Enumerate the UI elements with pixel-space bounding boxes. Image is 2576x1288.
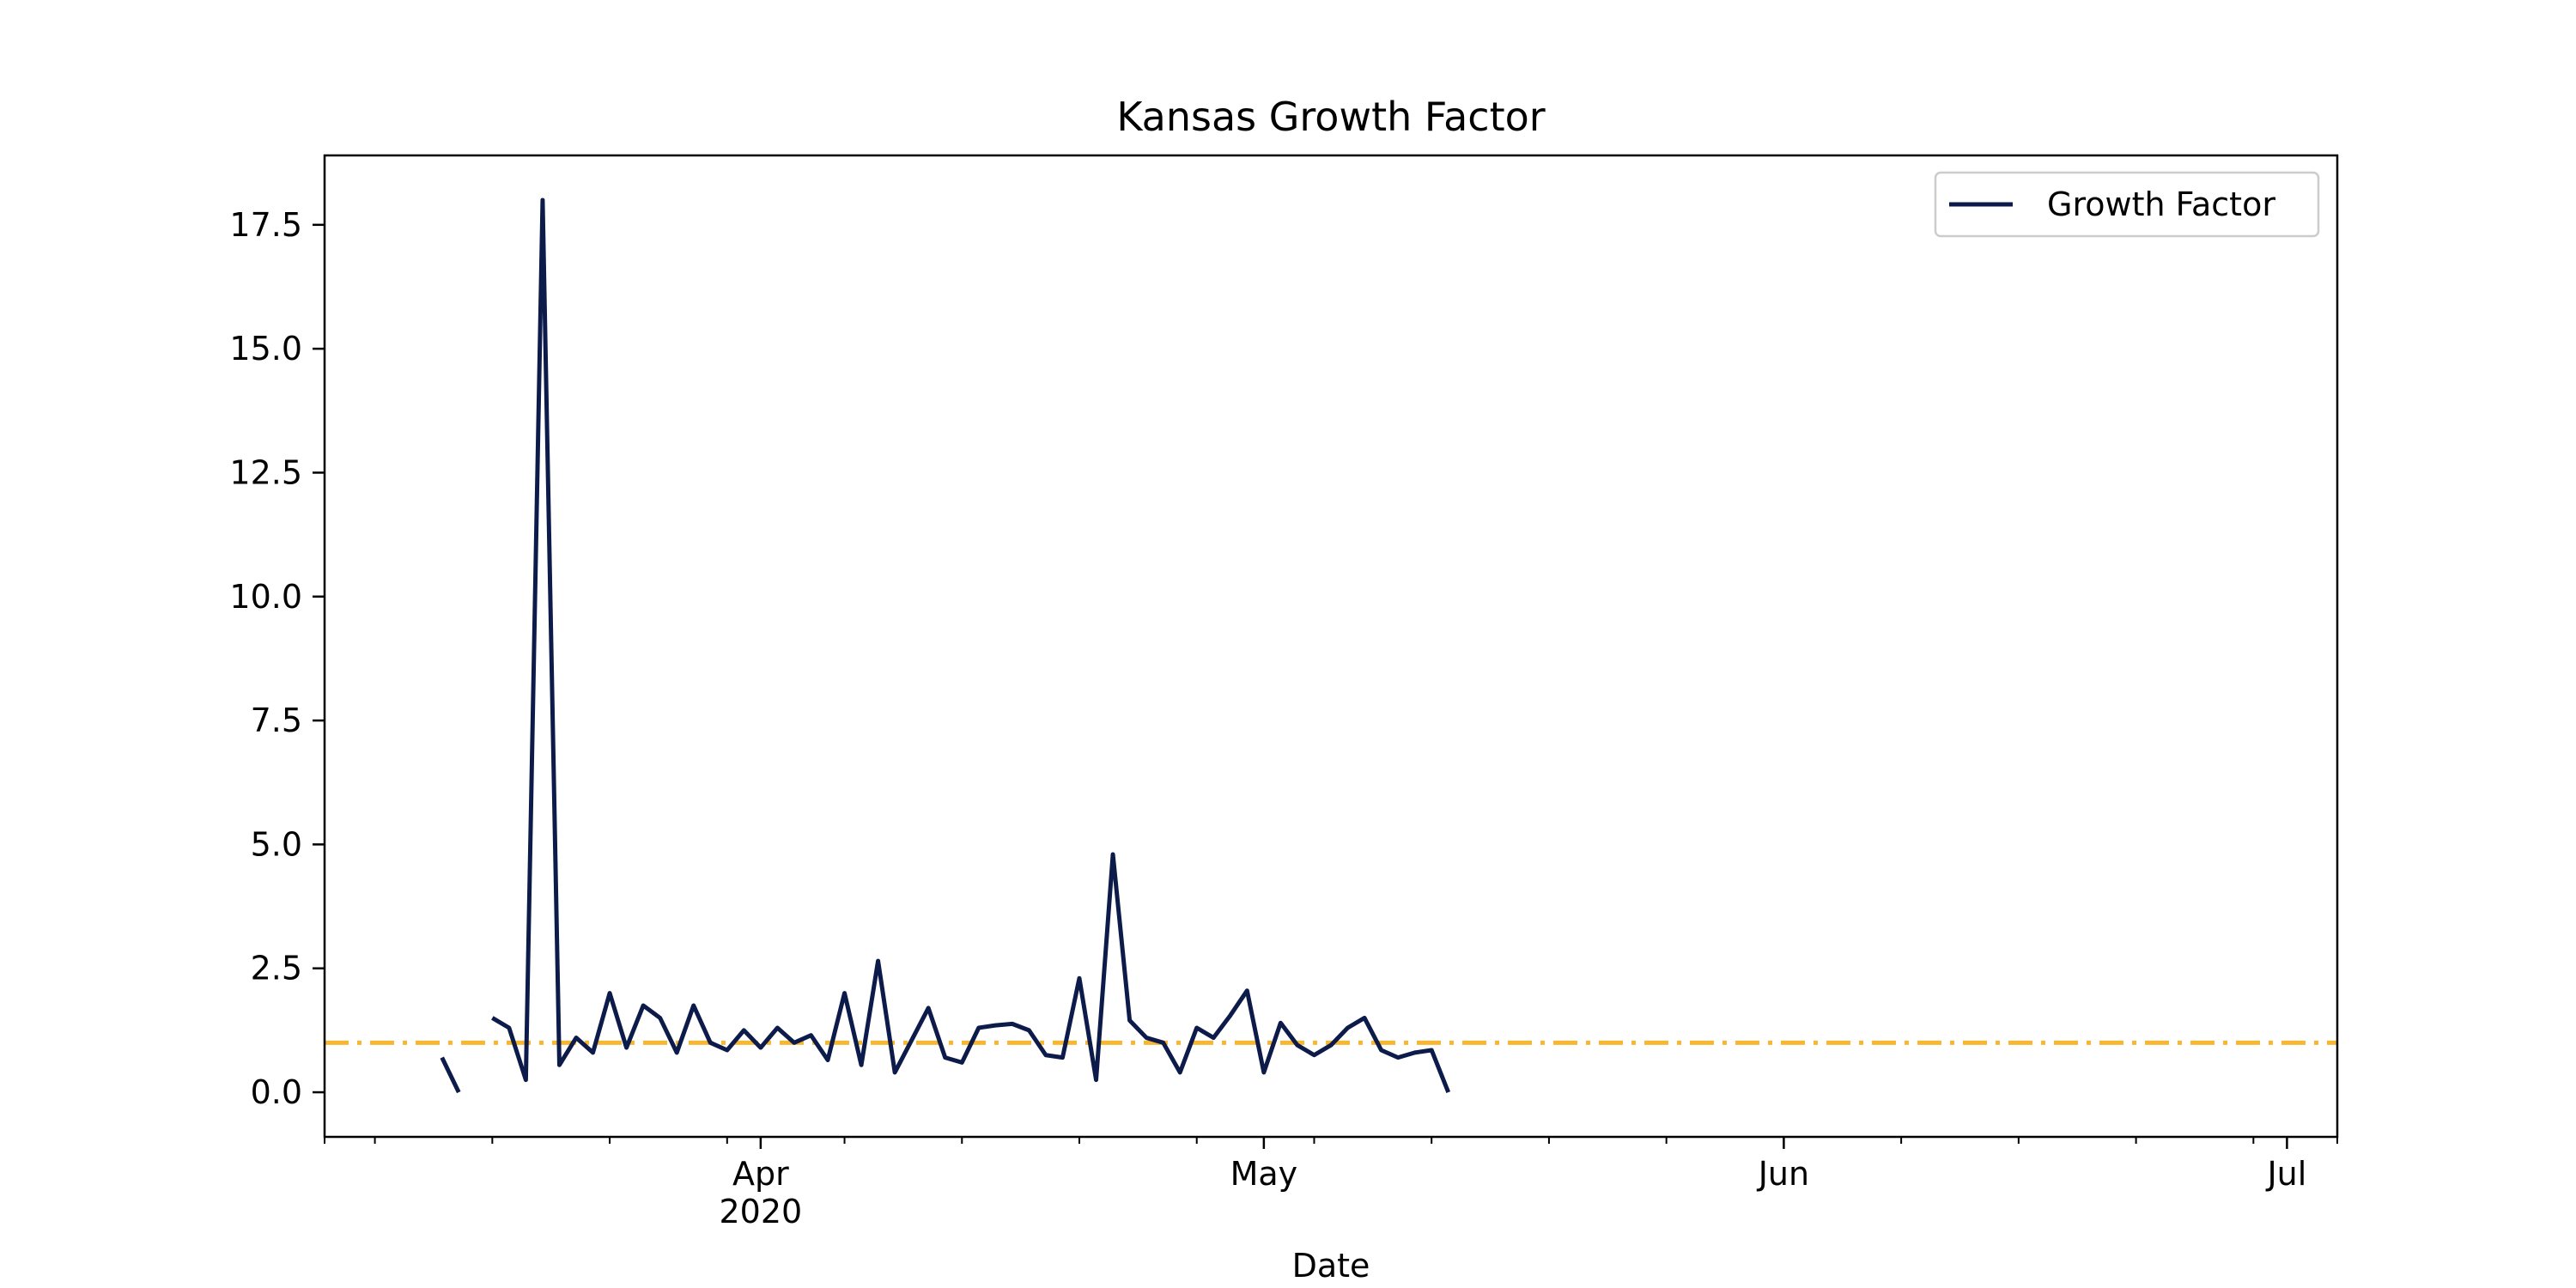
x-tick-label: Apr <box>732 1155 789 1193</box>
data-point <box>1295 1042 1300 1048</box>
x-tick-label: Jun <box>1757 1155 1809 1193</box>
data-point <box>456 1090 461 1095</box>
data-point <box>523 1078 528 1083</box>
data-point <box>943 1055 948 1060</box>
data-point <box>1413 1050 1418 1055</box>
data-point <box>1144 1036 1149 1041</box>
data-point <box>556 1062 562 1067</box>
data-point <box>1110 852 1115 857</box>
data-point <box>1244 988 1249 993</box>
data-point <box>507 1025 512 1030</box>
data-point <box>440 1055 445 1060</box>
data-point <box>741 1028 746 1033</box>
data-point <box>808 1033 813 1038</box>
data-point <box>825 1058 830 1063</box>
x-tick-label: May <box>1230 1155 1298 1193</box>
x-tick-label: Jul <box>2265 1155 2306 1193</box>
x-axis-label: Date <box>1292 1247 1370 1285</box>
y-tick-label: 2.5 <box>251 950 302 987</box>
data-point <box>607 991 612 996</box>
data-point <box>976 1025 981 1030</box>
data-point <box>641 1003 646 1008</box>
data-point <box>926 1005 931 1011</box>
axes-frame <box>323 154 2339 1139</box>
data-point <box>859 1062 864 1067</box>
data-point <box>775 1025 780 1030</box>
data-point <box>1328 1042 1334 1048</box>
plot-area <box>325 197 2337 1095</box>
data-point <box>1379 1048 1384 1053</box>
data-point <box>1026 1028 1031 1033</box>
data-point <box>959 1060 964 1065</box>
y-tick-label: 12.5 <box>229 453 302 491</box>
data-point <box>1446 1090 1451 1095</box>
y-tick-label: 17.5 <box>229 206 302 244</box>
y-tick-label: 5.0 <box>251 825 302 863</box>
data-point <box>1094 1078 1099 1083</box>
y-tick-label: 7.5 <box>251 702 302 739</box>
data-point <box>1278 1020 1283 1025</box>
data-point <box>540 197 545 203</box>
data-point <box>1228 1013 1233 1018</box>
y-tick-label: 0.0 <box>251 1073 302 1111</box>
data-point <box>792 1040 797 1045</box>
data-point <box>876 958 881 963</box>
chart-title: Kansas Growth Factor <box>1116 94 1545 140</box>
data-point <box>624 1045 629 1050</box>
legend-label: Growth Factor <box>2047 185 2275 223</box>
series-layer <box>440 197 1451 1095</box>
data-point <box>993 1023 998 1028</box>
data-point <box>489 1015 495 1020</box>
data-point <box>591 1050 596 1055</box>
data-point <box>574 1036 579 1041</box>
data-point <box>1395 1055 1400 1060</box>
data-point <box>1362 1015 1367 1020</box>
data-point <box>691 1003 696 1008</box>
data-point <box>1161 1040 1166 1045</box>
data-point <box>725 1048 730 1053</box>
series-line-0 <box>440 197 1451 1094</box>
x-tick-sublabel: 2020 <box>720 1193 803 1230</box>
data-point <box>758 1045 763 1050</box>
data-point <box>1346 1025 1351 1030</box>
data-point <box>658 1015 663 1020</box>
data-point <box>708 1040 713 1045</box>
legend-box <box>1934 171 2320 238</box>
data-point <box>1060 1055 1065 1060</box>
data-point <box>1043 1053 1048 1058</box>
data-point <box>674 1050 679 1055</box>
data-point <box>1429 1048 1434 1053</box>
data-point <box>1177 1070 1182 1075</box>
data-point <box>892 1070 897 1075</box>
data-point <box>1261 1070 1267 1075</box>
data-point <box>1211 1036 1216 1041</box>
y-tick-label: 15.0 <box>229 330 302 368</box>
y-axis: 0.0 2.5 5.0 7.5 10.0 12.5 15.0 17.5 <box>229 206 325 1111</box>
data-point <box>1311 1053 1316 1058</box>
data-point <box>1077 975 1082 981</box>
data-point <box>1194 1025 1200 1030</box>
data-point <box>909 1037 914 1042</box>
data-point <box>842 991 848 996</box>
data-point <box>1010 1021 1015 1026</box>
data-point <box>1127 1018 1133 1023</box>
legend: Growth Factor <box>1934 171 2320 238</box>
y-tick-label: 10.0 <box>229 578 302 616</box>
